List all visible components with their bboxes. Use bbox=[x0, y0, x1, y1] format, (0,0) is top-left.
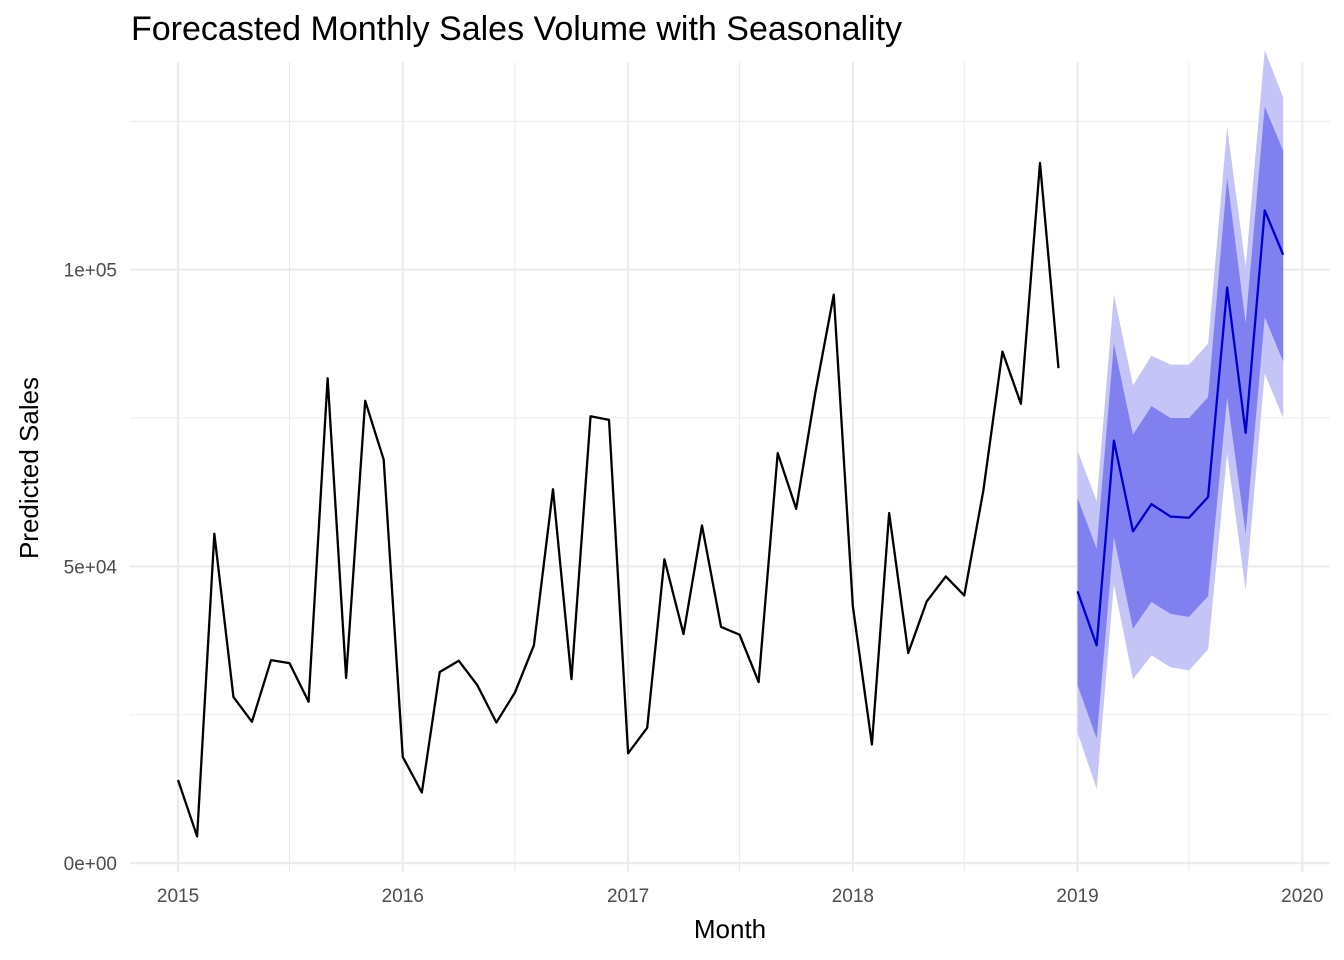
historical-sales-line bbox=[176, 161, 1060, 838]
series-lines bbox=[176, 161, 1285, 838]
x-tick-label: 2019 bbox=[1056, 886, 1098, 907]
forecast-line bbox=[1076, 209, 1285, 647]
y-axis-ticks: 0e+00 5e+04 1e+05 bbox=[64, 261, 118, 875]
x-axis-title: Month bbox=[694, 914, 766, 944]
x-axis-ticks: 2015 2016 2017 2018 2019 2020 bbox=[157, 886, 1324, 907]
x-tick-label: 2018 bbox=[832, 886, 874, 907]
chart-title: Forecasted Monthly Sales Volume with Sea… bbox=[131, 10, 903, 48]
y-axis-title: Predicted Sales bbox=[14, 377, 44, 559]
x-tick-label: 2015 bbox=[157, 886, 199, 907]
x-tick-label: 2016 bbox=[382, 886, 424, 907]
y-tick-label: 5e+04 bbox=[64, 557, 118, 578]
y-tick-label: 1e+05 bbox=[64, 261, 117, 282]
x-tick-label: 2020 bbox=[1281, 886, 1323, 907]
y-tick-label: 0e+00 bbox=[64, 854, 117, 875]
forecast-intervals bbox=[1077, 50, 1284, 789]
x-tick-label: 2017 bbox=[607, 886, 649, 907]
interval-80-band bbox=[1077, 106, 1284, 739]
